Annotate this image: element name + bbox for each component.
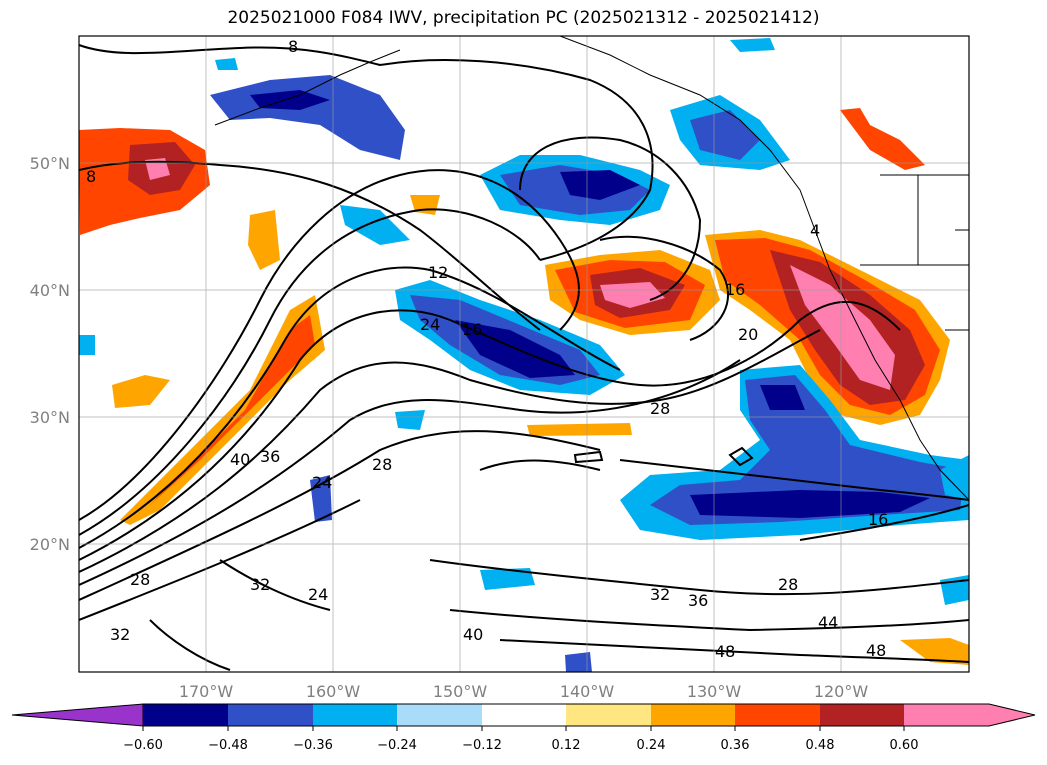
- contour-label: 4: [810, 221, 820, 240]
- lat-label: 50°N: [30, 154, 70, 173]
- colorbar-low-extension: [11, 703, 144, 727]
- contour-label: 16: [868, 510, 888, 529]
- colorbar-tick-label: 0.24: [637, 738, 666, 753]
- contour-label: 20: [738, 325, 758, 344]
- colorbar-bin: [820, 704, 904, 726]
- lon-label: 160°W: [306, 682, 361, 701]
- contour-label: 40: [230, 450, 250, 469]
- colorbar-bin: [735, 704, 820, 726]
- contour-label: 36: [688, 591, 708, 610]
- map-title: 2025021000 F084 IWV, precipitation PC (2…: [227, 8, 820, 28]
- colorbar-ticks: [142, 726, 905, 731]
- lat-label: 20°N: [30, 535, 70, 554]
- coastlines: [214, 36, 969, 501]
- colorbar-tick-label: −0.12: [462, 738, 502, 753]
- map-frame: [78, 35, 970, 673]
- contour-label: 24: [312, 473, 332, 492]
- colorbar-bin: [566, 704, 651, 726]
- contour-label: 28: [650, 399, 670, 418]
- lon-label: 120°W: [814, 682, 869, 701]
- precip-shading: [79, 38, 969, 672]
- colorbar-tick-label: −0.24: [377, 738, 417, 753]
- colorbar-tick-label: 0.12: [552, 738, 581, 753]
- contour-label: 8: [288, 37, 298, 56]
- contour-label: 32: [250, 575, 270, 594]
- lat-label: 30°N: [30, 408, 70, 427]
- colorbar-bin: [313, 704, 397, 726]
- shade-jet-high: [120, 295, 325, 525]
- lon-label: 130°W: [687, 682, 742, 701]
- contour-label: 32: [110, 625, 130, 644]
- contour-label: 12: [428, 263, 448, 282]
- colorbar-bin: [143, 704, 228, 726]
- contour-labels: 8 8 12 16 24 16 20 28 40 36 28 24 24 32 …: [86, 37, 888, 661]
- colorbar-tick-label: −0.48: [208, 738, 248, 753]
- iwv-contours: [79, 44, 969, 671]
- contour-label: 16: [725, 280, 745, 299]
- contour-label: 8: [86, 167, 96, 186]
- graticule: [79, 36, 969, 672]
- contour-label: 16: [462, 320, 482, 339]
- colorbar-tick-label: −0.60: [123, 738, 163, 753]
- colorbar-bin: [651, 704, 735, 726]
- contour-label: 36: [260, 447, 280, 466]
- contour-label: 40: [463, 625, 483, 644]
- colorbar-tick-label: 0.36: [721, 738, 750, 753]
- colorbar: −0.60 −0.48 −0.36 −0.24 −0.12 0.12 0.24 …: [11, 703, 1036, 753]
- lat-label: 40°N: [30, 281, 70, 300]
- contour-label: 28: [778, 575, 798, 594]
- contour-label: 24: [308, 585, 328, 604]
- contour-label: 48: [715, 642, 735, 661]
- colorbar-tick-label: 0.60: [890, 738, 919, 753]
- latitude-labels: 50°N 40°N 30°N 20°N: [30, 154, 70, 554]
- contour-label: 28: [372, 455, 392, 474]
- contour-label: 24: [420, 315, 440, 334]
- lon-label: 140°W: [560, 682, 615, 701]
- colorbar-bin: [482, 704, 566, 726]
- contour-label: 44: [818, 613, 838, 632]
- colorbar-bin: [228, 704, 313, 726]
- contour-label: 32: [650, 585, 670, 604]
- longitude-labels: 170°W 160°W 150°W 140°W 130°W 120°W: [179, 682, 869, 701]
- lon-label: 170°W: [179, 682, 234, 701]
- colorbar-high-extension: [904, 704, 1035, 726]
- colorbar-tick-label: −0.36: [293, 738, 333, 753]
- contour-label: 48: [866, 641, 886, 660]
- colorbar-tick-label: 0.48: [806, 738, 835, 753]
- lon-label: 150°W: [433, 682, 488, 701]
- contour-label: 28: [130, 570, 150, 589]
- colorbar-bin: [397, 704, 482, 726]
